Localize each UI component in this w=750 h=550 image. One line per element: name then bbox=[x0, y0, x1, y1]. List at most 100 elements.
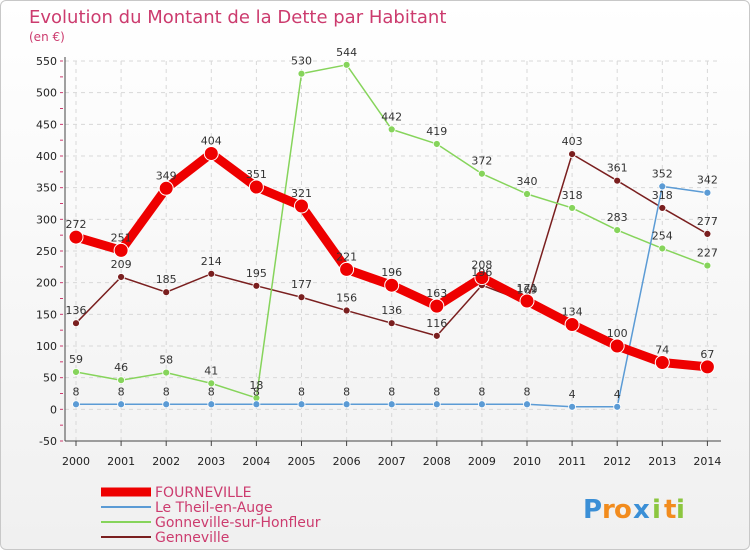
data-point bbox=[162, 400, 171, 409]
data-point bbox=[339, 261, 355, 277]
data-label: 8 bbox=[73, 385, 80, 398]
data-point bbox=[703, 261, 712, 270]
data-point bbox=[654, 354, 670, 370]
data-point bbox=[342, 60, 351, 69]
data-point bbox=[613, 226, 622, 235]
data-label: 177 bbox=[291, 278, 312, 291]
y-tick-label: -50 bbox=[39, 435, 57, 448]
data-label: 8 bbox=[298, 385, 305, 398]
data-label: 116 bbox=[426, 317, 447, 330]
data-point bbox=[248, 179, 264, 195]
data-point bbox=[203, 145, 219, 161]
data-label: 530 bbox=[291, 55, 312, 68]
data-point bbox=[297, 293, 306, 302]
data-point bbox=[523, 190, 531, 198]
y-tick-label: 350 bbox=[36, 182, 57, 195]
data-point bbox=[384, 277, 400, 293]
y-tick-label: 300 bbox=[36, 213, 57, 226]
logo-letter: i bbox=[652, 495, 661, 525]
data-point bbox=[294, 198, 309, 214]
data-label: 196 bbox=[471, 266, 492, 279]
data-label: 283 bbox=[607, 211, 628, 224]
data-point bbox=[387, 125, 396, 134]
x-tick-label: 2003 bbox=[197, 455, 225, 468]
data-point bbox=[342, 306, 351, 315]
y-tick-label: 150 bbox=[36, 308, 57, 321]
series-group bbox=[68, 60, 715, 411]
x-tick-label: 2014 bbox=[693, 455, 721, 468]
x-tick-label: 2012 bbox=[603, 455, 631, 468]
data-label: 8 bbox=[253, 385, 260, 398]
data-label: 351 bbox=[246, 168, 267, 181]
x-tick-label: 2007 bbox=[378, 455, 406, 468]
x-tick-label: 2006 bbox=[333, 455, 361, 468]
logo-letter: x bbox=[633, 495, 650, 525]
data-labels: 136 209 185 214 195 177 156 136 116 196 169 403 361 3… bbox=[66, 46, 718, 401]
data-point bbox=[68, 229, 84, 245]
data-point bbox=[432, 400, 441, 409]
data-label: 46 bbox=[114, 361, 128, 374]
data-point bbox=[474, 270, 490, 286]
x-tick-label: 2001 bbox=[107, 455, 135, 468]
data-label: 372 bbox=[471, 155, 492, 168]
data-label: 185 bbox=[156, 273, 177, 286]
data-label: 403 bbox=[562, 135, 583, 148]
data-label: 209 bbox=[111, 258, 132, 271]
data-label: 8 bbox=[433, 385, 440, 398]
data-point bbox=[609, 338, 625, 354]
data-point bbox=[429, 298, 445, 314]
grid bbox=[65, 60, 721, 442]
data-label: 342 bbox=[697, 174, 718, 187]
x-tick-label: 2011 bbox=[558, 455, 586, 468]
data-point bbox=[699, 359, 715, 375]
data-label: 67 bbox=[700, 348, 714, 361]
y-tick-label: 450 bbox=[36, 118, 57, 131]
logo-letter: P bbox=[583, 495, 602, 525]
data-point bbox=[613, 402, 622, 411]
data-label: 4 bbox=[569, 388, 576, 401]
data-label: 419 bbox=[426, 125, 447, 138]
x-tick-label: 2000 bbox=[62, 455, 90, 468]
data-label: 58 bbox=[159, 354, 173, 367]
y-tick-label: 200 bbox=[36, 277, 57, 290]
data-label: 404 bbox=[201, 134, 222, 147]
data-point bbox=[658, 182, 667, 191]
y-tick-label: 50 bbox=[43, 372, 57, 385]
data-point bbox=[297, 69, 306, 78]
data-label: 254 bbox=[652, 229, 673, 242]
data-label: 136 bbox=[66, 304, 87, 317]
data-label: 8 bbox=[118, 385, 125, 398]
data-label: 208 bbox=[471, 259, 492, 272]
legend-label: Genneville bbox=[155, 530, 229, 546]
data-label: 340 bbox=[517, 175, 538, 188]
data-point bbox=[113, 242, 129, 258]
y-tick-label: 550 bbox=[36, 55, 57, 68]
data-label: 134 bbox=[562, 305, 583, 318]
data-point bbox=[72, 368, 80, 376]
data-label: 544 bbox=[336, 46, 357, 59]
data-point bbox=[477, 400, 486, 409]
x-tick-label: 2010 bbox=[513, 455, 541, 468]
chart-title: Evolution du Montant de la Dette par Hab… bbox=[29, 7, 446, 28]
data-label: 171 bbox=[517, 282, 538, 295]
data-label: 41 bbox=[204, 364, 218, 377]
logo-letter: t bbox=[664, 495, 676, 525]
x-tick-label: 2008 bbox=[423, 455, 451, 468]
data-point bbox=[207, 269, 216, 278]
data-point bbox=[568, 150, 576, 159]
data-point bbox=[117, 376, 125, 385]
data-point bbox=[568, 204, 576, 212]
chart-subtitle: (en €) bbox=[29, 30, 65, 44]
data-label: 100 bbox=[607, 327, 628, 340]
data-point bbox=[117, 273, 125, 281]
data-point bbox=[387, 319, 396, 328]
data-label: 352 bbox=[652, 167, 673, 180]
data-label: 251 bbox=[111, 231, 132, 244]
data-label: 442 bbox=[381, 110, 402, 123]
data-point bbox=[519, 293, 535, 309]
data-point bbox=[207, 400, 216, 409]
data-point bbox=[613, 176, 622, 185]
